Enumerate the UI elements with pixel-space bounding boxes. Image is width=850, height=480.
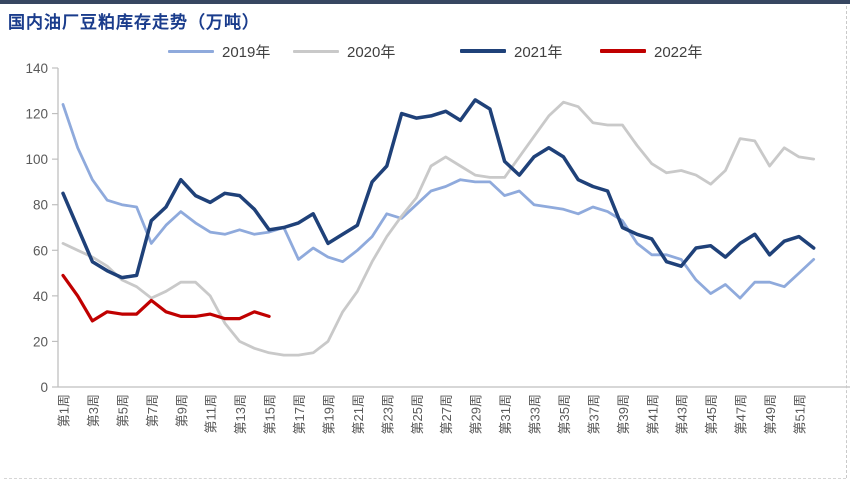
y-tick-label: 20 <box>33 334 48 349</box>
x-tick-label: 第49周 <box>763 394 778 434</box>
legend-label-2022年: 2022年 <box>654 43 703 61</box>
x-tick-label: 第29周 <box>469 394 484 434</box>
y-tick-label: 120 <box>25 107 48 122</box>
legend-label-2020年: 2020年 <box>347 43 396 61</box>
series-line-2019年 <box>61 103 816 300</box>
x-tick-label: 第25周 <box>410 394 425 434</box>
x-tick-label: 第33周 <box>528 394 543 434</box>
legend-label-2019年: 2019年 <box>222 43 271 61</box>
y-tick-label: 40 <box>33 289 48 304</box>
chart-border-right <box>846 6 847 478</box>
x-tick-label: 第27周 <box>439 394 454 434</box>
x-tick-label: 第17周 <box>292 394 307 434</box>
x-tick-label: 第9周 <box>174 394 189 427</box>
y-tick-label: 100 <box>25 152 48 167</box>
x-tick-label: 第5周 <box>115 394 130 427</box>
legend-item-2020年: 2020年 <box>293 42 396 61</box>
legend-label-2021年: 2021年 <box>514 43 563 61</box>
x-tick-label: 第19周 <box>321 394 336 434</box>
x-tick-label: 第41周 <box>645 394 660 434</box>
x-tick-label: 第39周 <box>616 394 631 434</box>
x-tick-label: 第15周 <box>263 394 278 434</box>
chart-border-bottom <box>4 478 846 479</box>
x-tick-label: 第23周 <box>380 394 395 434</box>
x-tick-label: 第13周 <box>233 394 248 434</box>
y-tick-label: 0 <box>40 380 48 395</box>
legend-marker-2021年 <box>460 49 506 53</box>
series-line-2021年 <box>61 98 816 280</box>
x-tick-label: 第21周 <box>351 394 366 434</box>
x-tick-label: 第1周 <box>57 394 72 427</box>
series-line-2020年 <box>61 100 816 357</box>
x-tick-label: 第47周 <box>734 394 749 434</box>
legend-marker-2022年 <box>600 49 646 53</box>
y-tick-label: 140 <box>25 61 48 76</box>
x-tick-label: 第37周 <box>586 394 601 434</box>
x-tick-label: 第43周 <box>675 394 690 434</box>
x-tick-label: 第51周 <box>793 394 808 434</box>
y-tick-label: 60 <box>33 243 48 258</box>
x-tick-label: 第7周 <box>145 394 160 427</box>
legend-marker-2019年 <box>168 49 214 53</box>
x-tick-label: 第11周 <box>204 394 219 434</box>
legend-item-2022年: 2022年 <box>600 42 703 61</box>
legend-item-2021年: 2021年 <box>460 42 563 61</box>
series-line-2022年 <box>61 273 271 323</box>
y-tick-label: 80 <box>33 198 48 213</box>
top-edge-bar <box>0 0 850 4</box>
chart-title: 国内油厂豆粕库存走势（万吨） <box>8 13 260 33</box>
x-tick-label: 第31周 <box>498 394 513 434</box>
x-tick-label: 第3周 <box>86 394 101 427</box>
legend-marker-2020年 <box>293 49 339 53</box>
legend-item-2019年: 2019年 <box>168 42 271 61</box>
x-tick-label: 第35周 <box>557 394 572 434</box>
x-tick-label: 第45周 <box>704 394 719 434</box>
